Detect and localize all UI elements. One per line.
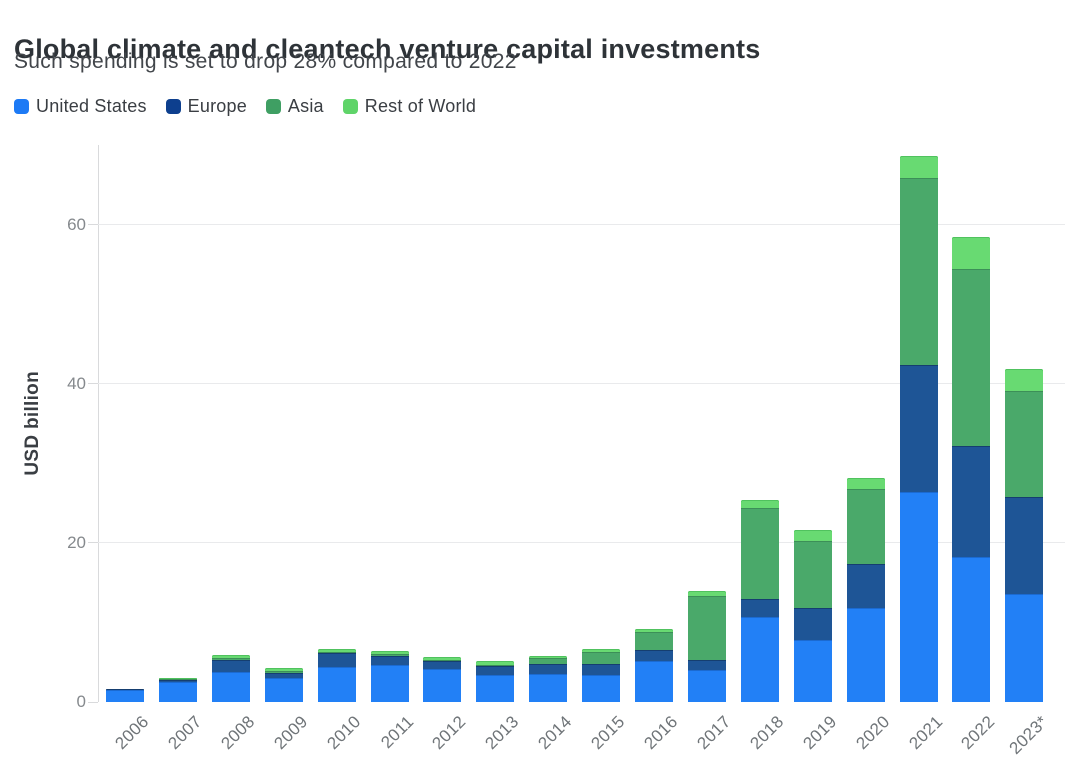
bar-2018-rest-of-world[interactable] xyxy=(740,499,779,508)
y-tick-label-40: 40 xyxy=(67,373,86,393)
bar-2015-asia[interactable] xyxy=(582,651,621,664)
bar-2021-rest-of-world[interactable] xyxy=(899,156,938,178)
legend-item-rest-of-world[interactable]: Rest of World xyxy=(342,96,477,117)
y-tickmark-40 xyxy=(88,383,98,385)
bar-2006-europe[interactable] xyxy=(106,689,144,691)
legend-swatch-asia xyxy=(265,99,281,114)
bar-2009-united-states[interactable] xyxy=(264,678,303,702)
bar-2023-united-states[interactable] xyxy=(1005,593,1044,702)
legend-label-europe: Europe xyxy=(187,96,247,116)
bar-2013-united-states[interactable] xyxy=(476,674,515,702)
bar-2007-asia[interactable] xyxy=(158,678,197,680)
bar-2011-asia[interactable] xyxy=(370,654,409,656)
legend-item-united-states[interactable]: United States xyxy=(14,96,147,117)
bar-2014-rest-of-world[interactable] xyxy=(529,655,568,659)
y-tick-label-0: 0 xyxy=(76,692,86,711)
bar-2020-europe[interactable] xyxy=(846,563,885,609)
plot-area: 0 20 40 60 2006 2007 2008 2009 2010 2011 2012 2013 2… xyxy=(67,145,1065,758)
bar-2008-united-states[interactable] xyxy=(211,671,250,702)
bar-2019-united-states[interactable] xyxy=(793,639,832,702)
bar-2013-asia[interactable] xyxy=(476,664,515,667)
bar-2008-europe[interactable] xyxy=(211,659,250,672)
bar-2013-europe[interactable] xyxy=(476,666,515,675)
gridline-20 xyxy=(98,542,1065,544)
bar-2016-asia[interactable] xyxy=(635,631,673,651)
legend-label-united-states: United States xyxy=(36,96,147,116)
bar-2017-united-states[interactable] xyxy=(687,670,726,702)
bar-2012-asia[interactable] xyxy=(423,659,462,661)
legend-item-asia[interactable]: Asia xyxy=(265,96,324,117)
bar-2010-rest-of-world[interactable] xyxy=(317,648,356,652)
bar-2022-rest-of-world[interactable] xyxy=(952,236,991,270)
bar-2013-rest-of-world[interactable] xyxy=(476,661,515,665)
bar-2006-united-states[interactable] xyxy=(106,690,144,702)
legend-label-asia: Asia xyxy=(287,96,324,116)
bar-2018-united-states[interactable] xyxy=(740,616,779,702)
chart-subtitle: Such spending is set to drop 28% compare… xyxy=(14,50,517,73)
legend-item-europe[interactable]: Europe xyxy=(165,96,247,117)
bar-2015-united-states[interactable] xyxy=(582,674,621,702)
bar-2023-europe[interactable] xyxy=(1005,496,1044,594)
bar-2020-united-states[interactable] xyxy=(846,608,885,702)
bar-2022-asia[interactable] xyxy=(952,269,991,446)
bar-2018-europe[interactable] xyxy=(740,598,779,617)
legend-swatch-united-states xyxy=(14,99,29,114)
bar-2015-rest-of-world[interactable] xyxy=(582,648,621,652)
bar-2021-europe[interactable] xyxy=(899,365,938,492)
bar-2019-asia[interactable] xyxy=(793,541,832,609)
bar-2014-europe[interactable] xyxy=(529,663,568,675)
y-tickmark-20 xyxy=(88,542,98,544)
bar-2010-europe[interactable] xyxy=(317,653,356,667)
gridline-40 xyxy=(98,383,1065,385)
bar-2017-rest-of-world[interactable] xyxy=(687,591,726,597)
y-tick-label-20: 20 xyxy=(67,532,86,552)
bar-2023-rest-of-world[interactable] xyxy=(1005,369,1044,391)
y-tickmark-0 xyxy=(88,701,98,703)
bar-2016-united-states[interactable] xyxy=(635,661,673,702)
bar-2018-asia[interactable] xyxy=(740,507,779,599)
bar-2014-asia[interactable] xyxy=(529,658,568,664)
y-tick-label-60: 60 xyxy=(67,214,86,234)
bar-2019-rest-of-world[interactable] xyxy=(793,530,832,542)
legend-label-rest-of-world: Rest of World xyxy=(364,96,477,116)
bar-2014-united-states[interactable] xyxy=(529,674,568,702)
bar-2020-rest-of-world[interactable] xyxy=(846,477,885,489)
bar-2007-united-states[interactable] xyxy=(158,682,197,702)
bar-2015-europe[interactable] xyxy=(582,663,621,675)
y-tickmark-60 xyxy=(88,224,98,226)
gridline-60 xyxy=(98,224,1065,226)
bar-2009-europe[interactable] xyxy=(264,673,303,679)
bar-2010-united-states[interactable] xyxy=(317,667,356,702)
bar-2022-united-states[interactable] xyxy=(952,557,991,702)
bar-2008-asia[interactable] xyxy=(211,658,250,660)
bar-2016-europe[interactable] xyxy=(635,650,673,662)
bar-2007-europe[interactable] xyxy=(158,679,197,683)
bar-2011-rest-of-world[interactable] xyxy=(370,651,409,655)
bar-2017-europe[interactable] xyxy=(687,659,726,671)
bar-2007-rest-of-world[interactable] xyxy=(158,678,197,679)
bar-2023-asia[interactable] xyxy=(1005,390,1044,497)
bar-2008-rest-of-world[interactable] xyxy=(211,655,250,659)
bar-2017-asia[interactable] xyxy=(687,596,726,660)
bar-2020-asia[interactable] xyxy=(846,488,885,564)
bar-2012-europe[interactable] xyxy=(423,660,462,669)
bar-2022-europe[interactable] xyxy=(952,445,991,558)
bar-2009-rest-of-world[interactable] xyxy=(264,667,303,671)
bar-2016-rest-of-world[interactable] xyxy=(635,628,673,632)
bar-2012-united-states[interactable] xyxy=(423,668,462,702)
bar-2011-united-states[interactable] xyxy=(370,665,409,702)
page-title: Global climate and cleantech venture cap… xyxy=(14,34,761,65)
bar-2010-asia[interactable] xyxy=(317,651,356,654)
bar-2009-asia[interactable] xyxy=(264,670,303,674)
legend-swatch-rest-of-world xyxy=(342,99,358,114)
y-axis-line xyxy=(98,145,99,702)
bar-2011-europe[interactable] xyxy=(370,655,409,666)
chart-legend: United States Europe Asia Rest of World xyxy=(14,96,476,117)
bar-2012-rest-of-world[interactable] xyxy=(423,657,462,660)
bar-2021-united-states[interactable] xyxy=(899,491,938,702)
legend-swatch-europe xyxy=(165,99,181,114)
bar-2019-europe[interactable] xyxy=(793,608,832,640)
bar-2021-asia[interactable] xyxy=(899,177,938,366)
